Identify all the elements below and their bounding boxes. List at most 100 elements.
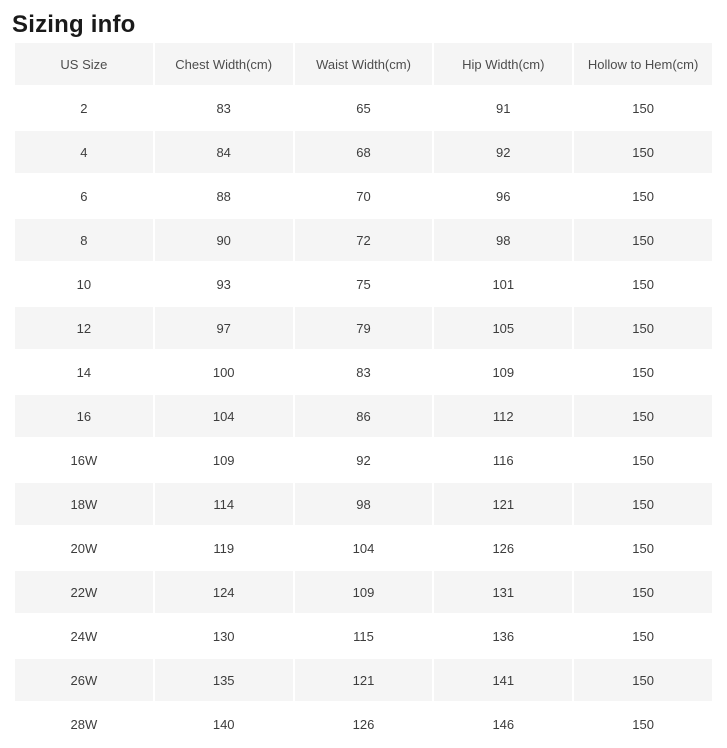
table-row: 2 83 65 91 150 [15, 87, 712, 129]
measurement-cell: 86 [294, 395, 433, 437]
measurement-cell: 150 [574, 307, 712, 349]
us-size-cell: 16 [15, 395, 153, 437]
measurement-cell: 101 [434, 263, 573, 305]
sizing-table-body: 2 83 65 91 150 4 84 68 92 150 6 88 70 96 150 8 90 72 98 150… [15, 87, 712, 745]
us-size-cell: 14 [15, 351, 153, 393]
table-row: 20W 119 104 126 150 [15, 527, 712, 569]
measurement-cell: 150 [574, 659, 712, 701]
measurement-cell: 150 [574, 703, 712, 745]
measurement-cell: 150 [574, 615, 712, 657]
measurement-cell: 105 [434, 307, 573, 349]
page-title: Sizing info [12, 11, 136, 38]
measurement-cell: 96 [434, 175, 573, 217]
measurement-cell: 150 [574, 483, 712, 525]
measurement-cell: 124 [154, 571, 293, 613]
measurement-cell: 115 [294, 615, 433, 657]
measurement-cell: 116 [434, 439, 573, 481]
measurement-cell: 131 [434, 571, 573, 613]
measurement-cell: 141 [434, 659, 573, 701]
measurement-cell: 98 [294, 483, 433, 525]
measurement-cell: 136 [434, 615, 573, 657]
us-size-cell: 18W [15, 483, 153, 525]
measurement-cell: 70 [294, 175, 433, 217]
us-size-cell: 24W [15, 615, 153, 657]
us-size-cell: 22W [15, 571, 153, 613]
measurement-cell: 135 [154, 659, 293, 701]
measurement-cell: 65 [294, 87, 433, 129]
measurement-cell: 146 [434, 703, 573, 745]
sizing-table-header: US Size Chest Width(cm) Waist Width(cm) … [15, 43, 712, 85]
column-header-hip-width: Hip Width(cm) [434, 43, 573, 85]
measurement-cell: 83 [154, 87, 293, 129]
measurement-cell: 98 [434, 219, 573, 261]
table-row: 6 88 70 96 150 [15, 175, 712, 217]
table-row: 8 90 72 98 150 [15, 219, 712, 261]
measurement-cell: 150 [574, 571, 712, 613]
us-size-cell: 26W [15, 659, 153, 701]
table-row: 4 84 68 92 150 [15, 131, 712, 173]
measurement-cell: 150 [574, 131, 712, 173]
measurement-cell: 121 [294, 659, 433, 701]
us-size-cell: 8 [15, 219, 153, 261]
us-size-cell: 2 [15, 87, 153, 129]
measurement-cell: 119 [154, 527, 293, 569]
measurement-cell: 150 [574, 527, 712, 569]
us-size-cell: 28W [15, 703, 153, 745]
table-row: 16W 109 92 116 150 [15, 439, 712, 481]
measurement-cell: 150 [574, 263, 712, 305]
measurement-cell: 150 [574, 439, 712, 481]
measurement-cell: 112 [434, 395, 573, 437]
table-row: 16 104 86 112 150 [15, 395, 712, 437]
measurement-cell: 109 [294, 571, 433, 613]
measurement-cell: 104 [154, 395, 293, 437]
measurement-cell: 150 [574, 175, 712, 217]
table-row: 12 97 79 105 150 [15, 307, 712, 349]
us-size-cell: 4 [15, 131, 153, 173]
measurement-cell: 100 [154, 351, 293, 393]
measurement-cell: 84 [154, 131, 293, 173]
measurement-cell: 150 [574, 87, 712, 129]
measurement-cell: 97 [154, 307, 293, 349]
us-size-cell: 20W [15, 527, 153, 569]
measurement-cell: 88 [154, 175, 293, 217]
measurement-cell: 72 [294, 219, 433, 261]
measurement-cell: 140 [154, 703, 293, 745]
measurement-cell: 130 [154, 615, 293, 657]
table-row: 26W 135 121 141 150 [15, 659, 712, 701]
measurement-cell: 92 [434, 131, 573, 173]
measurement-cell: 126 [294, 703, 433, 745]
us-size-cell: 16W [15, 439, 153, 481]
header-row: US Size Chest Width(cm) Waist Width(cm) … [15, 43, 712, 85]
us-size-cell: 10 [15, 263, 153, 305]
measurement-cell: 75 [294, 263, 433, 305]
measurement-cell: 150 [574, 395, 712, 437]
sizing-table: US Size Chest Width(cm) Waist Width(cm) … [13, 41, 714, 747]
measurement-cell: 91 [434, 87, 573, 129]
measurement-cell: 109 [434, 351, 573, 393]
measurement-cell: 104 [294, 527, 433, 569]
measurement-cell: 68 [294, 131, 433, 173]
measurement-cell: 126 [434, 527, 573, 569]
table-row: 18W 114 98 121 150 [15, 483, 712, 525]
table-row: 28W 140 126 146 150 [15, 703, 712, 745]
table-row: 14 100 83 109 150 [15, 351, 712, 393]
measurement-cell: 114 [154, 483, 293, 525]
us-size-cell: 6 [15, 175, 153, 217]
table-row: 24W 130 115 136 150 [15, 615, 712, 657]
us-size-cell: 12 [15, 307, 153, 349]
measurement-cell: 79 [294, 307, 433, 349]
measurement-cell: 150 [574, 219, 712, 261]
measurement-cell: 90 [154, 219, 293, 261]
measurement-cell: 121 [434, 483, 573, 525]
measurement-cell: 109 [154, 439, 293, 481]
measurement-cell: 93 [154, 263, 293, 305]
measurement-cell: 83 [294, 351, 433, 393]
column-header-hollow-to-hem: Hollow to Hem(cm) [574, 43, 712, 85]
table-row: 22W 124 109 131 150 [15, 571, 712, 613]
column-header-waist-width: Waist Width(cm) [294, 43, 433, 85]
column-header-us-size: US Size [15, 43, 153, 85]
measurement-cell: 150 [574, 351, 712, 393]
measurement-cell: 92 [294, 439, 433, 481]
table-row: 10 93 75 101 150 [15, 263, 712, 305]
